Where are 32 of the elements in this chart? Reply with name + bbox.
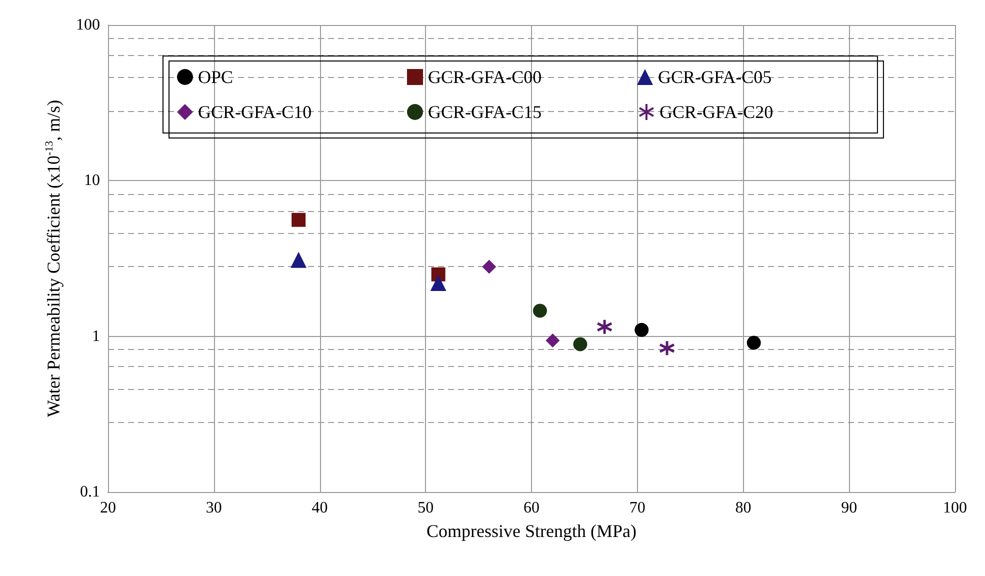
point (658, 340, 676, 356)
legend-label: OPC (198, 67, 234, 87)
x-tick-label: 80 (735, 500, 752, 516)
legend-label: GCR-GFA-C05 (658, 67, 772, 87)
point (430, 275, 446, 292)
point (482, 260, 496, 274)
x-tick-label: 20 (100, 500, 116, 516)
point (546, 334, 560, 348)
x-tick-label: 70 (629, 500, 646, 516)
point (532, 304, 547, 318)
point (596, 318, 613, 336)
x-tick-label: 30 (206, 500, 222, 516)
legend-label: GCR-GFA-C00 (428, 67, 542, 87)
legend-label: GCR-GFA-C10 (198, 102, 312, 122)
y-tick-label: 0.1 (80, 484, 100, 500)
x-tick-label: 50 (418, 500, 434, 516)
point (573, 337, 588, 352)
y-tick-label: 1 (92, 328, 100, 345)
x-tick-label: 40 (312, 500, 328, 516)
point (290, 252, 307, 268)
point (634, 322, 649, 337)
legend-label: GCR-GFA-C15 (428, 102, 542, 122)
point (292, 212, 306, 227)
y-axis-title: Water Permeability Coefficient (x10-13, m/s) (44, 100, 64, 418)
x-tick-label: 90 (841, 500, 858, 516)
y-tick-label: 10 (84, 172, 100, 190)
x-tick-label: 60 (524, 500, 540, 516)
y-tick-label: 100 (76, 16, 100, 34)
legend-label: GCR-GFA-C20 (659, 102, 774, 122)
x-tick-label: 100 (943, 500, 967, 516)
x-axis-title: Compressive Strength (MPa) (426, 521, 636, 541)
point (746, 336, 761, 350)
